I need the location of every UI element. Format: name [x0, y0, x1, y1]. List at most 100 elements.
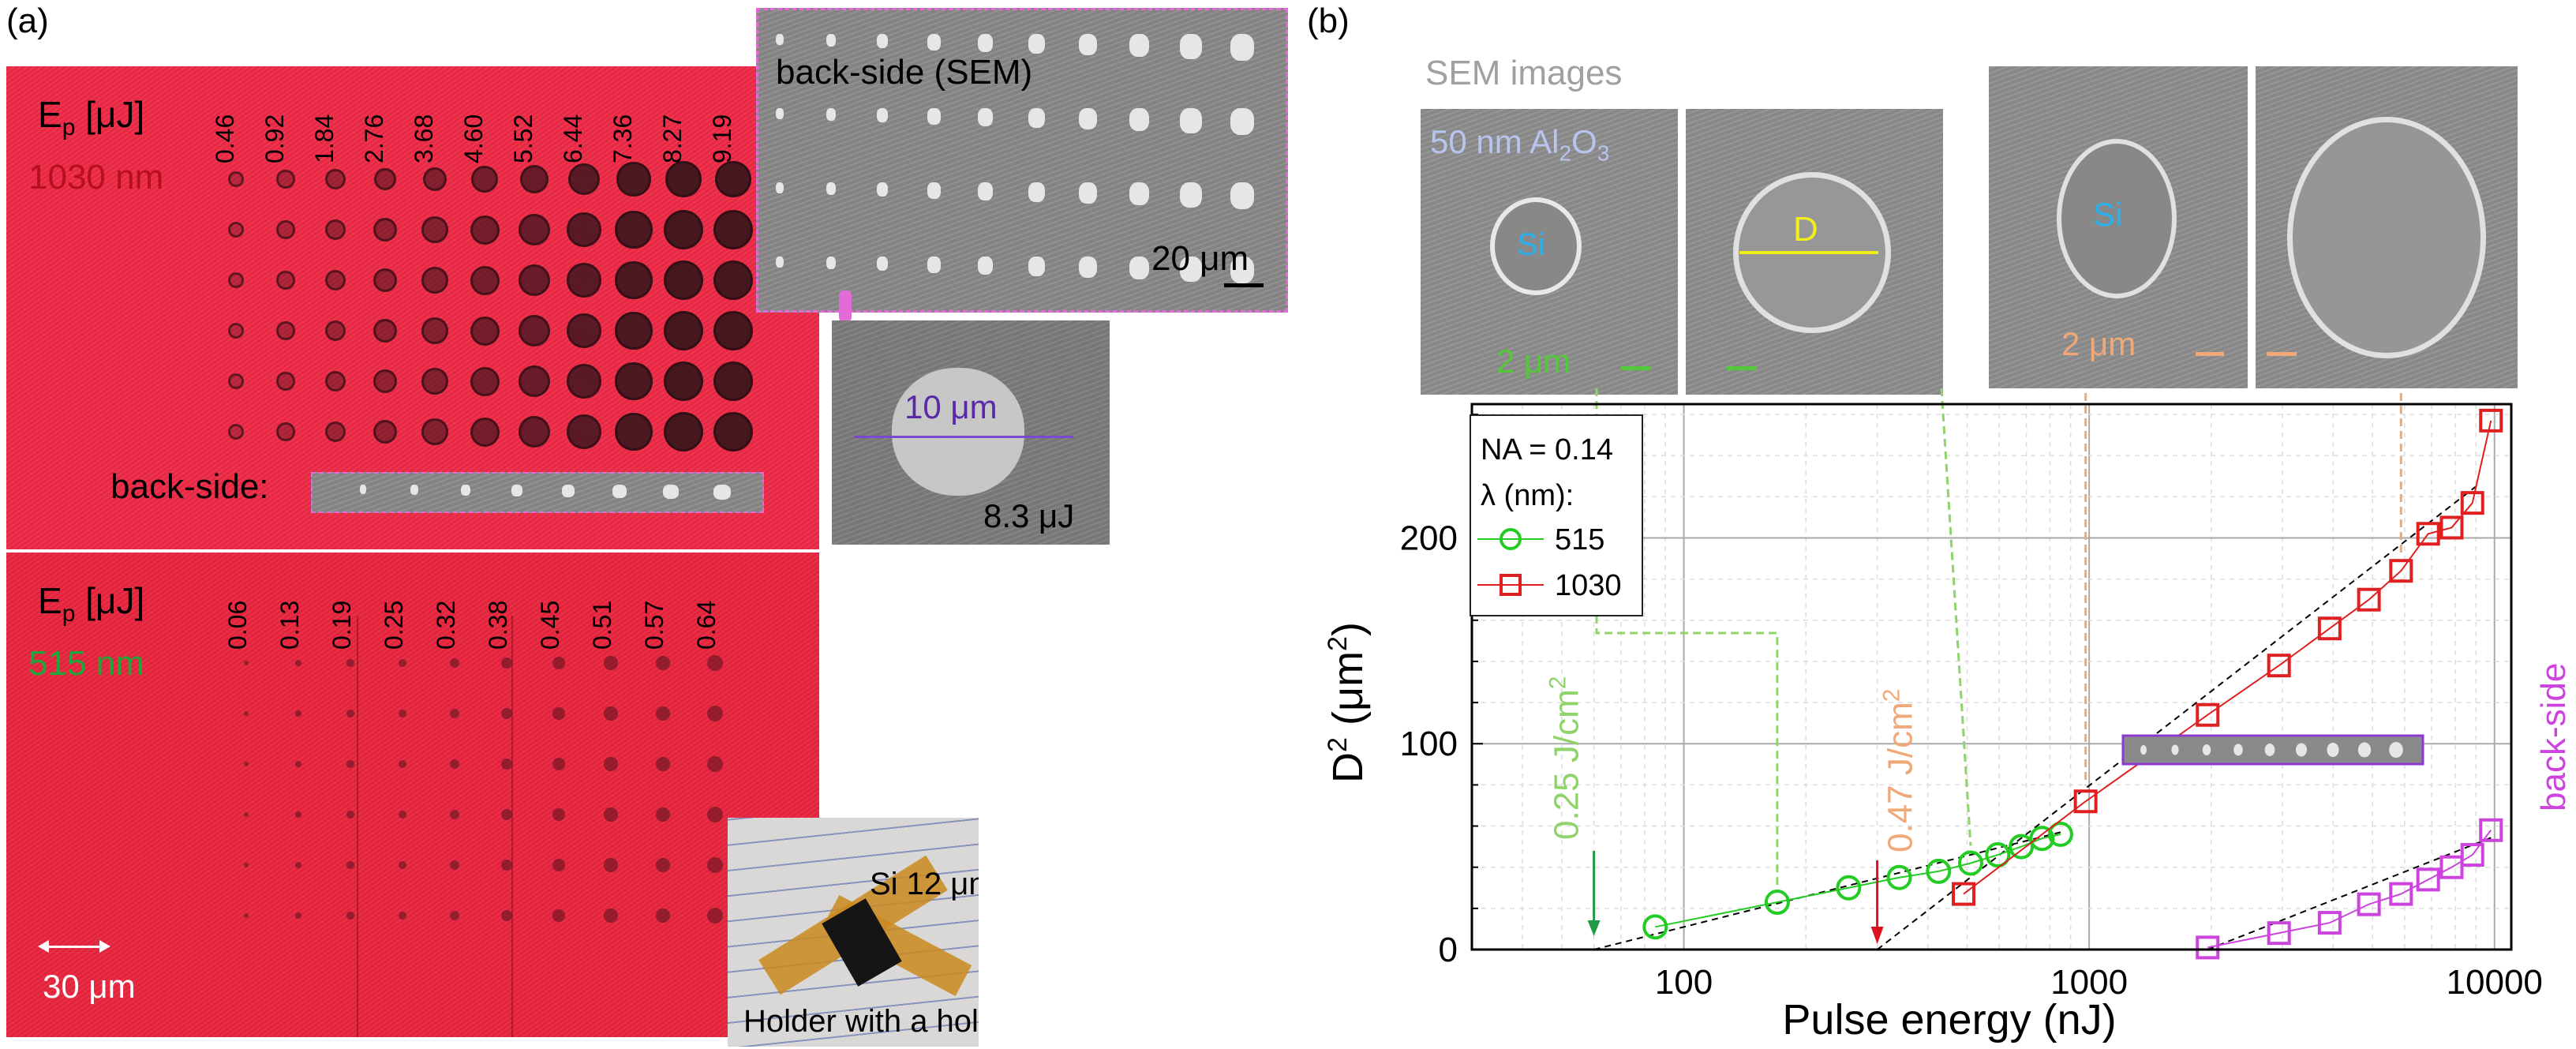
crater-spot	[567, 212, 601, 247]
legend-marker-1030	[1500, 574, 1522, 596]
crater-spot	[295, 761, 301, 767]
crater-spot	[373, 217, 398, 242]
crater-spot	[421, 216, 448, 243]
inset-dot	[978, 257, 993, 275]
micrograph-1030nm: Ep [μJ] 1030 nm 0.46 0.92 1.84 2.76 3.68 4.60…	[6, 66, 819, 549]
crater-spot	[346, 760, 354, 768]
crater-spot	[664, 311, 703, 350]
crater-spot	[324, 421, 346, 443]
link-marker	[839, 290, 852, 322]
scale-label-30um: 30 μm	[43, 968, 136, 1005]
legend-label-515: 515	[1555, 523, 1604, 556]
crater-spot	[706, 705, 724, 722]
crater-spot	[501, 860, 512, 871]
inset-dot	[776, 108, 784, 119]
chart-strip-dot	[2296, 743, 2307, 757]
crater-spot	[470, 366, 500, 396]
crater-spot	[295, 862, 301, 868]
crater-spot	[324, 320, 346, 342]
energy-label-lower: 0.64	[692, 600, 721, 650]
inset-dot	[1180, 182, 1202, 208]
inset-dot	[1079, 108, 1098, 130]
strip-dot	[713, 485, 731, 500]
sem-images-header: SEM images	[1425, 54, 1623, 92]
crater-spot	[346, 659, 354, 667]
sem-scalebar-green-2	[1727, 366, 1757, 370]
chart-strip-dot	[2357, 742, 2372, 758]
strip-dot	[663, 485, 679, 499]
crater-spot	[567, 364, 601, 399]
crater-spot	[615, 312, 653, 350]
energy-label-upper: 9.19	[708, 114, 736, 163]
crater-spot	[244, 913, 249, 918]
guide-arrow-green-1	[1595, 388, 1779, 886]
inset-dot	[877, 34, 889, 49]
sem-coating-label: 50 nm Al2O3	[1430, 123, 1610, 166]
crater-spot	[519, 164, 549, 194]
crater-spot	[713, 311, 753, 350]
strip-dot	[612, 485, 627, 498]
crater-spot	[552, 707, 565, 720]
inset-dot	[978, 108, 993, 126]
x-tick-label: 1000	[2050, 963, 2128, 1002]
series-marks	[1642, 408, 2503, 960]
inset-dot	[776, 34, 784, 45]
crater-spot	[276, 422, 295, 441]
sem-scalebar-orange-1	[2196, 352, 2224, 356]
crater-spot	[373, 419, 398, 444]
crater-spot	[567, 414, 601, 449]
inset-dot	[1230, 34, 1254, 61]
panel-b-label: (b)	[1307, 2, 1350, 40]
scale-arrow	[41, 946, 106, 948]
energy-label-lower: 0.45	[536, 600, 564, 650]
vertical-seam-2	[511, 616, 513, 1037]
sem-image-515-large: D	[1686, 109, 1943, 395]
sem-inset-title: back-side (SEM)	[776, 53, 1033, 92]
energy-label-lower: 0.25	[380, 600, 408, 650]
crater-spot	[295, 912, 301, 919]
scale-arrow-right-head	[99, 940, 110, 953]
crater-spot	[295, 811, 301, 818]
inset-dot	[1180, 257, 1202, 282]
crater-spot	[373, 318, 398, 343]
crater-spot	[615, 261, 653, 299]
data-point-back-side	[2416, 867, 2440, 892]
data-point-1030	[2389, 559, 2413, 583]
crater-spot	[604, 807, 618, 822]
crater-spot	[244, 661, 249, 665]
crater-spot	[604, 858, 618, 872]
guide-arrow-green-2	[1940, 388, 1972, 846]
crater-spot	[470, 265, 500, 295]
crater-spot	[655, 908, 671, 923]
crater-spot	[276, 220, 295, 239]
chart-strip-dot	[2233, 744, 2243, 756]
inset-dot	[1028, 34, 1045, 54]
crater-spot	[552, 657, 565, 669]
wavelength-label-1030: 1030 nm	[28, 158, 164, 197]
crater-spot	[324, 219, 346, 241]
crater-spot	[664, 260, 703, 300]
crater-spot	[244, 812, 249, 817]
data-point-515	[2029, 826, 2055, 852]
crater-spot	[501, 809, 512, 820]
inset-dot	[927, 108, 941, 125]
crater-spot	[228, 272, 244, 288]
crater-spot	[346, 710, 354, 717]
crater-spot	[552, 859, 565, 871]
crater-spot	[501, 657, 512, 669]
crater-spot	[449, 657, 460, 669]
diameter-line	[854, 436, 1073, 438]
inset-dot	[826, 108, 837, 122]
crater-spot	[655, 807, 671, 822]
legend-marker-515	[1500, 528, 1522, 550]
crater-spot	[470, 215, 500, 245]
crater-spot	[655, 706, 671, 721]
sem-image-1030-small: Si 2 μm	[1989, 66, 2248, 388]
data-point-515	[2047, 821, 2073, 847]
data-point-515	[1926, 858, 1952, 884]
energy-label-lower: 0.38	[484, 600, 512, 650]
crater-spot	[518, 365, 551, 398]
series-line-back-side	[2207, 830, 2492, 949]
sem-image-515-small: 50 nm Al2O3 Si 2 μm	[1421, 109, 1678, 395]
chart-strip-dot	[2264, 744, 2275, 756]
